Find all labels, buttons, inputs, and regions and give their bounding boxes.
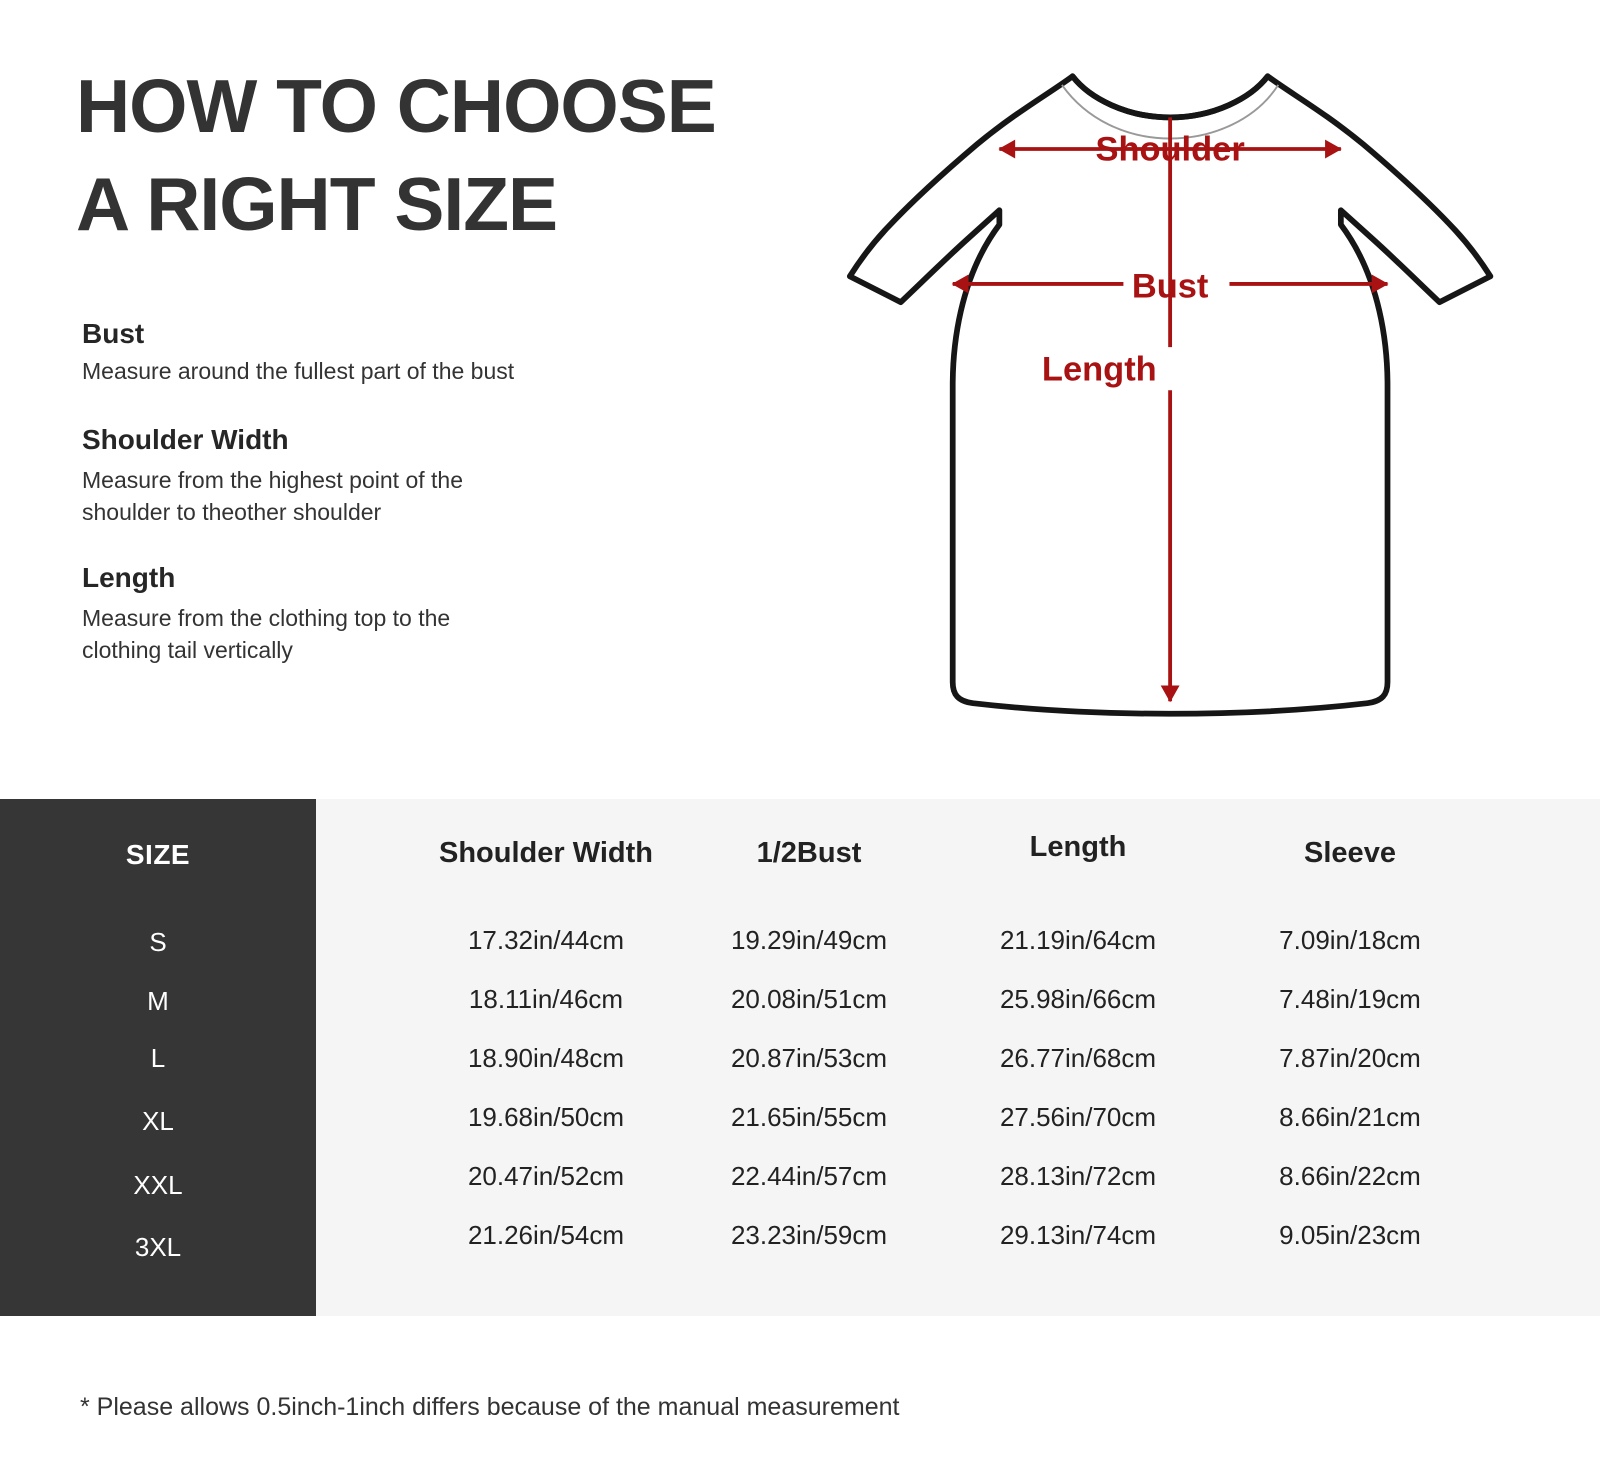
svg-text:Length: Length <box>1042 351 1157 389</box>
svg-text:Bust: Bust <box>1132 267 1209 305</box>
svg-text:Shoulder: Shoulder <box>1095 131 1244 169</box>
